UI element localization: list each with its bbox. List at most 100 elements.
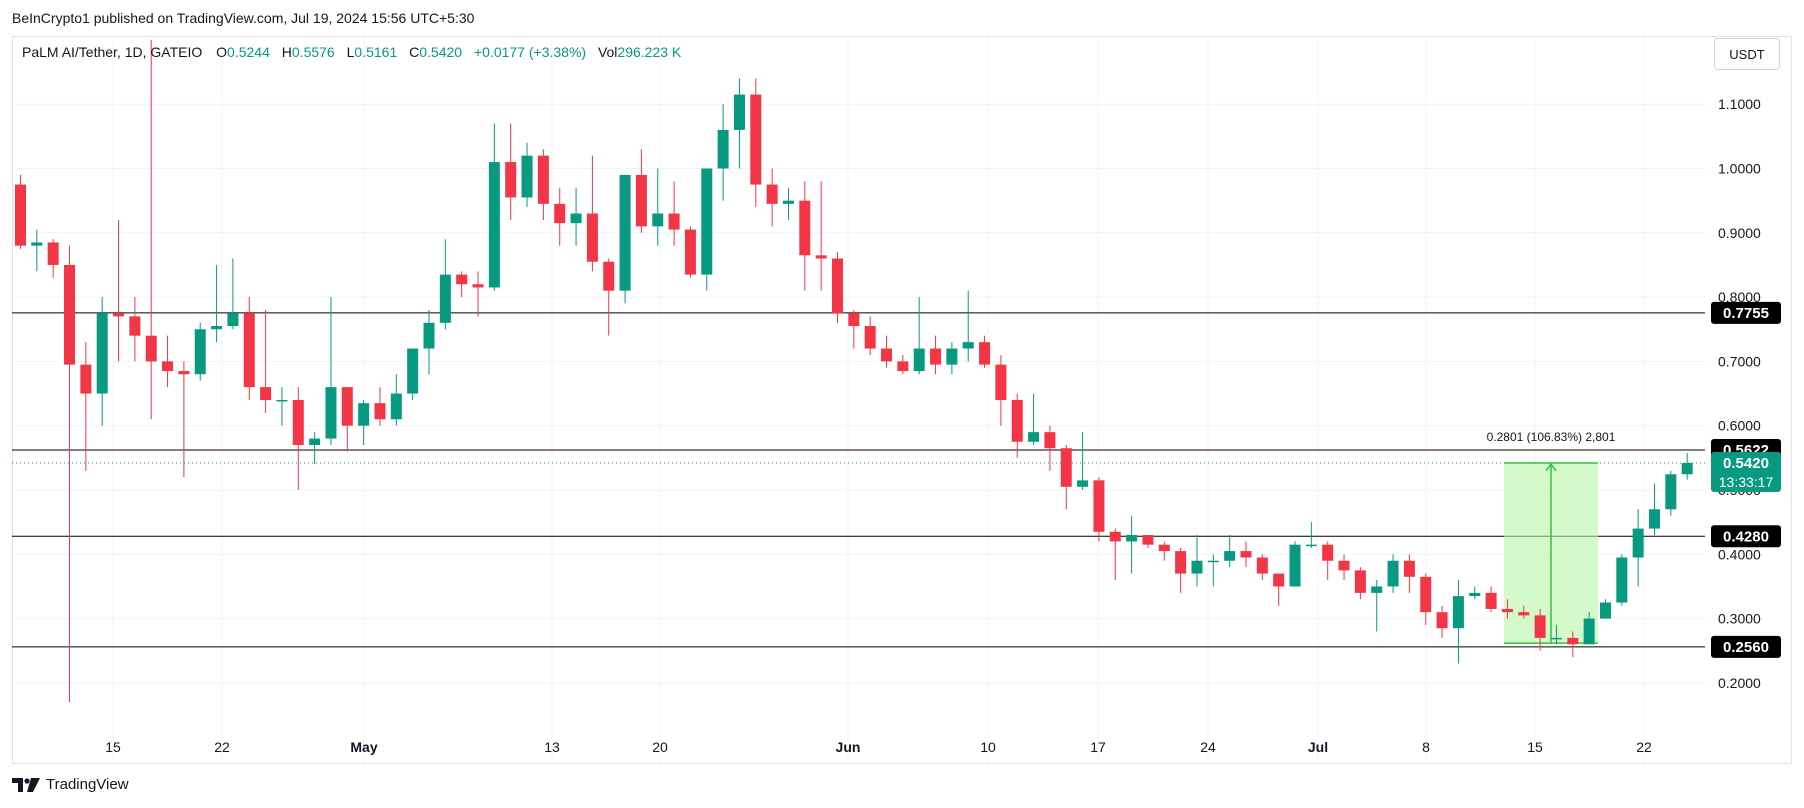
candle-body: [1452, 596, 1464, 629]
symbol-label[interactable]: PaLM AI/Tether, 1D, GATEIO: [22, 44, 203, 60]
candle-down: [505, 123, 517, 220]
candle-down: [832, 252, 843, 323]
candle-body: [815, 255, 827, 259]
candle-down: [668, 181, 680, 246]
candle-body: [684, 229, 696, 275]
candle-down: [1158, 541, 1170, 561]
candle-body: [1632, 528, 1644, 558]
candle-up: [1550, 625, 1562, 645]
candle-body: [1256, 557, 1268, 574]
high-key: H: [281, 44, 292, 60]
candle-down: [881, 335, 893, 368]
candle-up: [325, 297, 337, 445]
high-value: 0.5576: [291, 44, 335, 60]
candle-up: [1599, 599, 1611, 619]
candle-down: [162, 335, 174, 388]
time-tick-label: 15: [1527, 739, 1543, 755]
candle-down: [1240, 541, 1252, 568]
currency-button[interactable]: USDT: [1714, 38, 1780, 70]
candle-down: [47, 239, 59, 278]
price-tick-label: 0.2000: [1718, 675, 1761, 691]
candle-down: [456, 271, 468, 298]
candle-down: [995, 354, 1007, 426]
candle-up: [1289, 541, 1301, 587]
candle-down: [1338, 554, 1350, 581]
candle-body: [292, 399, 304, 445]
candle-body: [1044, 432, 1056, 449]
candle-down: [64, 245, 76, 703]
level-badge-label: 0.4280: [1723, 528, 1769, 545]
close-value: 0.5420: [419, 44, 463, 60]
candle-body: [1550, 637, 1562, 640]
candle-body: [15, 184, 26, 246]
publisher-line: BeInCrypto1 published on TradingView.com…: [12, 10, 475, 26]
candle-body: [260, 387, 272, 400]
chart-grid: [12, 37, 1705, 763]
candle-down: [799, 181, 811, 291]
candle-down: [260, 309, 272, 413]
volume-value: 296.223 K: [617, 44, 682, 60]
candle-up: [1371, 580, 1383, 632]
candle-body: [1371, 586, 1383, 593]
candle-down: [1142, 535, 1154, 548]
candle-up: [1469, 586, 1481, 600]
candle-body: [276, 399, 288, 402]
candle-down: [684, 226, 696, 278]
ohlc-legend: PaLM AI/Tether, 1D, GATEIO O0.5244 H0.55…: [22, 44, 689, 60]
candle-body: [619, 174, 631, 291]
candle-body: [488, 162, 500, 288]
candle-body: [652, 213, 664, 227]
candle-body: [162, 361, 174, 372]
price-tick-label: 0.8000: [1718, 289, 1761, 305]
candle-body: [178, 371, 190, 375]
candle-up: [652, 168, 664, 246]
candle-down: [815, 181, 827, 291]
candle-down: [930, 335, 942, 375]
candle-body: [1011, 399, 1023, 442]
time-tick-label: 17: [1090, 739, 1106, 755]
candle-body: [1322, 544, 1334, 561]
time-tick-label: 22: [1636, 739, 1652, 755]
candle-body: [668, 213, 680, 230]
candle-up: [1452, 580, 1464, 664]
candle-down: [554, 187, 566, 246]
candle-down: [113, 219, 125, 362]
candle-body: [211, 326, 223, 330]
horizontal-levels: [12, 312, 1705, 648]
time-tick-label: Jul: [1308, 739, 1328, 755]
price-tick-label: 1.0000: [1718, 161, 1761, 177]
candle-body: [227, 313, 239, 327]
price-tick-label: 0.9000: [1718, 225, 1761, 241]
candle-body: [946, 348, 958, 365]
candle-body: [570, 213, 582, 224]
candle-body: [374, 403, 386, 420]
candle-body: [733, 94, 745, 130]
candle-body: [1681, 462, 1693, 475]
candle-up: [782, 187, 794, 220]
candle-down: [750, 78, 762, 208]
candle-up: [1681, 452, 1693, 480]
candle-body: [1354, 570, 1366, 593]
candle-up: [276, 387, 288, 426]
candle-up: [488, 123, 500, 291]
candle-down: [1322, 541, 1334, 581]
candle-body: [1338, 560, 1350, 571]
candle-body: [881, 348, 893, 362]
candle-body: [1649, 509, 1660, 529]
candle-body: [913, 348, 925, 372]
candle-up: [423, 309, 435, 375]
candle-body: [799, 200, 811, 256]
candle-up: [1583, 612, 1595, 645]
candle-up: [407, 348, 419, 400]
current-price-badge-bg: [1711, 451, 1781, 492]
time-tick-label: 13: [544, 739, 560, 755]
candle-body: [505, 162, 517, 198]
candle-down: [897, 354, 909, 375]
measure-label: 0.2801 (106.83%) 2,801: [1487, 430, 1616, 444]
time-axis: 15 22 May 13 20 Jun 10 17 24 Jul 8 15 22: [105, 739, 1652, 755]
candle-up: [309, 432, 321, 465]
candle-body: [423, 322, 435, 349]
footer-brand[interactable]: TradingView: [12, 776, 129, 793]
candle-body: [1420, 576, 1432, 613]
